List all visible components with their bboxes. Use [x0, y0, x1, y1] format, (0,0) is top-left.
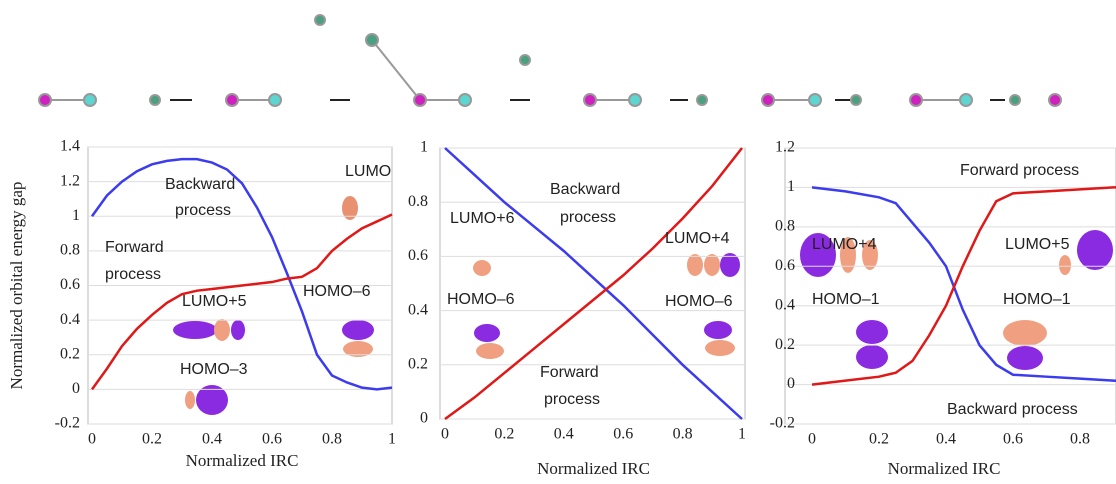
x-tick-label: 0.4	[936, 431, 956, 448]
y-tick-label: 0	[420, 410, 428, 427]
y-tick-label: 1.2	[60, 172, 80, 189]
y-tick-label: 0.6	[408, 247, 428, 264]
x-axis-title: Normalized IRC	[186, 451, 299, 470]
x-tick-label: 0	[441, 426, 449, 443]
y-tick-label: 1.4	[60, 138, 80, 155]
annotation: process	[560, 209, 616, 226]
annotation: LUMO+5	[182, 293, 247, 310]
annotation: HOMO–3	[180, 361, 248, 378]
y-tick-label: 0.8	[60, 242, 80, 259]
y-tick-label: 0.6	[775, 257, 795, 274]
data-line	[90, 213, 393, 391]
y-tick-label: 0.8	[408, 193, 428, 210]
y-tick-label: 0.6	[60, 276, 80, 293]
panel: 0 0.2 0.4 0.6 0.8 1 0 0.2 0.4 0.6 0.8 1 Normalized I…	[408, 139, 746, 478]
annotation: HOMO–6	[665, 293, 733, 310]
annotation: LUMO+5	[1005, 236, 1070, 253]
annotation: LUMO+4	[665, 230, 730, 247]
y-tick-label: 0	[787, 375, 795, 392]
annotation: LUMO	[345, 163, 391, 180]
y-tick-label: 0.2	[60, 345, 80, 362]
x-tick-label: 0.8	[322, 431, 342, 448]
y-tick-label: -0.2	[770, 415, 795, 432]
y-tick-label: 1	[420, 139, 428, 156]
y-tick-label: 0.8	[775, 218, 795, 235]
annotation: Backward process	[947, 401, 1078, 418]
annotation: LUMO+4	[812, 236, 877, 253]
annotation: Forward process	[960, 162, 1079, 179]
x-tick-label: 0.6	[613, 426, 633, 443]
annotation: HOMO–6	[303, 283, 371, 300]
y-tick-label: 0	[72, 380, 80, 397]
x-tick-label: 0.4	[554, 426, 574, 443]
annotation: HOMO–6	[447, 291, 515, 308]
x-tick-label: 0.2	[494, 426, 514, 443]
y-tick-label: 1	[72, 207, 80, 224]
panel: -0.2 0 0.2 0.4 0.6 0.8 1 1.2 0 0.2 0.4 0.6 0.8 Normal…	[770, 139, 1116, 478]
annotation: process	[105, 266, 161, 283]
x-axis-title: Normalized IRC	[888, 459, 1001, 478]
y-tick-label: 0.2	[408, 355, 428, 372]
x-tick-label: 0.8	[673, 426, 693, 443]
data-line	[90, 157, 393, 391]
x-tick-label: 0.2	[869, 431, 889, 448]
x-axis-title: Normalized IRC	[537, 459, 650, 478]
annotation: Forward	[105, 239, 164, 256]
orbital-images	[173, 196, 1113, 415]
x-tick-label: 1	[388, 431, 396, 448]
annotation: HOMO–1	[812, 291, 880, 308]
x-tick-label: 0.6	[262, 431, 282, 448]
annotation: Backward	[165, 176, 235, 193]
annotation: process	[175, 202, 231, 219]
x-tick-label: 0.8	[1070, 431, 1090, 448]
x-tick-label: 0.2	[142, 431, 162, 448]
x-tick-label: 0	[88, 431, 96, 448]
y-tick-label: 1.2	[775, 139, 795, 156]
data-line	[444, 147, 743, 420]
y-tick-label: 1	[787, 178, 795, 195]
y-tick-label: 0.4	[60, 311, 80, 328]
data-line	[444, 147, 743, 421]
x-tick-label: 0.6	[1003, 431, 1023, 448]
reaction-scheme	[38, 14, 1062, 107]
annotation: LUMO+6	[450, 210, 515, 227]
y-tick-label: 0.4	[775, 296, 795, 313]
data-line	[811, 186, 1116, 383]
data-line	[811, 186, 1116, 386]
annotation: Backward	[550, 181, 620, 198]
y-tick-label: 0.4	[408, 301, 428, 318]
panel: -0.2 0 0.2 0.4 0.6 0.8 1 1.2 1.4 0 0.2 0.4 0.6 0.8 1 No…	[7, 138, 396, 470]
x-tick-label: 0	[808, 431, 816, 448]
y-axis-title: Normalized orbital energy gap	[7, 182, 26, 390]
x-tick-label: 1	[738, 426, 746, 443]
annotation: Forward	[540, 364, 599, 381]
y-tick-label: 0.2	[775, 336, 795, 353]
x-tick-label: 0.4	[202, 431, 222, 448]
annotation: process	[544, 391, 600, 408]
y-tick-label: -0.2	[55, 415, 80, 432]
annotation: HOMO–1	[1003, 291, 1071, 308]
